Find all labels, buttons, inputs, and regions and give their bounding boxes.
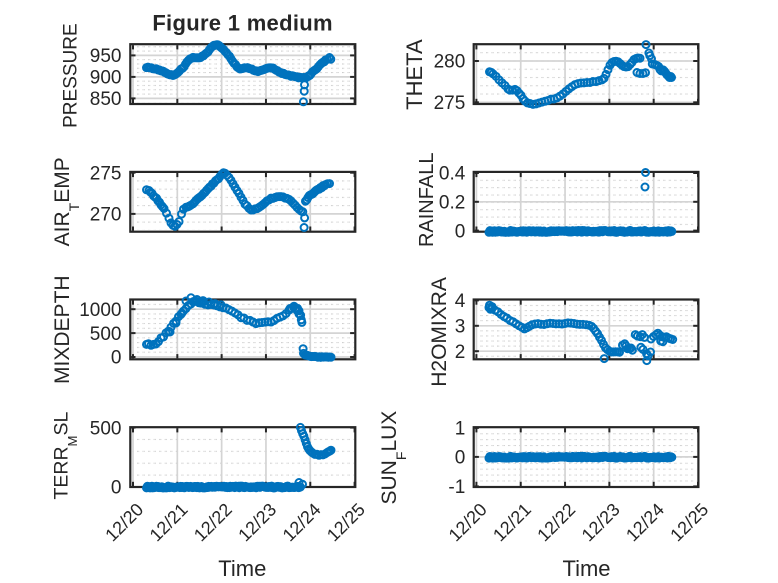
svg-text:Figure 1 medium: Figure 1 medium <box>152 11 333 36</box>
svg-text:275: 275 <box>90 163 122 184</box>
svg-text:-1: -1 <box>448 477 465 498</box>
svg-text:THETA: THETA <box>402 39 427 110</box>
svg-text:900: 900 <box>90 68 122 89</box>
svg-text:0: 0 <box>455 448 466 469</box>
svg-text:0.2: 0.2 <box>439 193 465 214</box>
svg-text:MIXDEPTH: MIXDEPTH <box>51 275 74 384</box>
svg-text:0: 0 <box>111 348 122 369</box>
svg-text:280: 280 <box>434 52 466 73</box>
svg-text:Time: Time <box>218 556 266 581</box>
svg-text:850: 850 <box>90 89 122 110</box>
svg-text:500: 500 <box>90 418 122 439</box>
svg-text:0: 0 <box>111 478 122 499</box>
svg-text:H2OMIXRA: H2OMIXRA <box>428 277 451 387</box>
svg-text:3: 3 <box>455 317 466 338</box>
svg-text:0.4: 0.4 <box>439 164 466 185</box>
svg-text:0: 0 <box>455 221 466 242</box>
svg-text:270: 270 <box>90 205 122 226</box>
svg-text:RAINFALL: RAINFALL <box>416 153 438 247</box>
svg-text:500: 500 <box>90 324 122 345</box>
svg-text:PRESSURE: PRESSURE <box>61 23 82 128</box>
svg-text:1000: 1000 <box>79 300 121 321</box>
svg-text:2: 2 <box>455 342 466 363</box>
svg-text:1: 1 <box>455 419 466 440</box>
svg-text:275: 275 <box>434 93 466 114</box>
svg-text:Time: Time <box>562 556 610 581</box>
svg-text:4: 4 <box>455 291 466 312</box>
svg-text:950: 950 <box>90 46 122 67</box>
